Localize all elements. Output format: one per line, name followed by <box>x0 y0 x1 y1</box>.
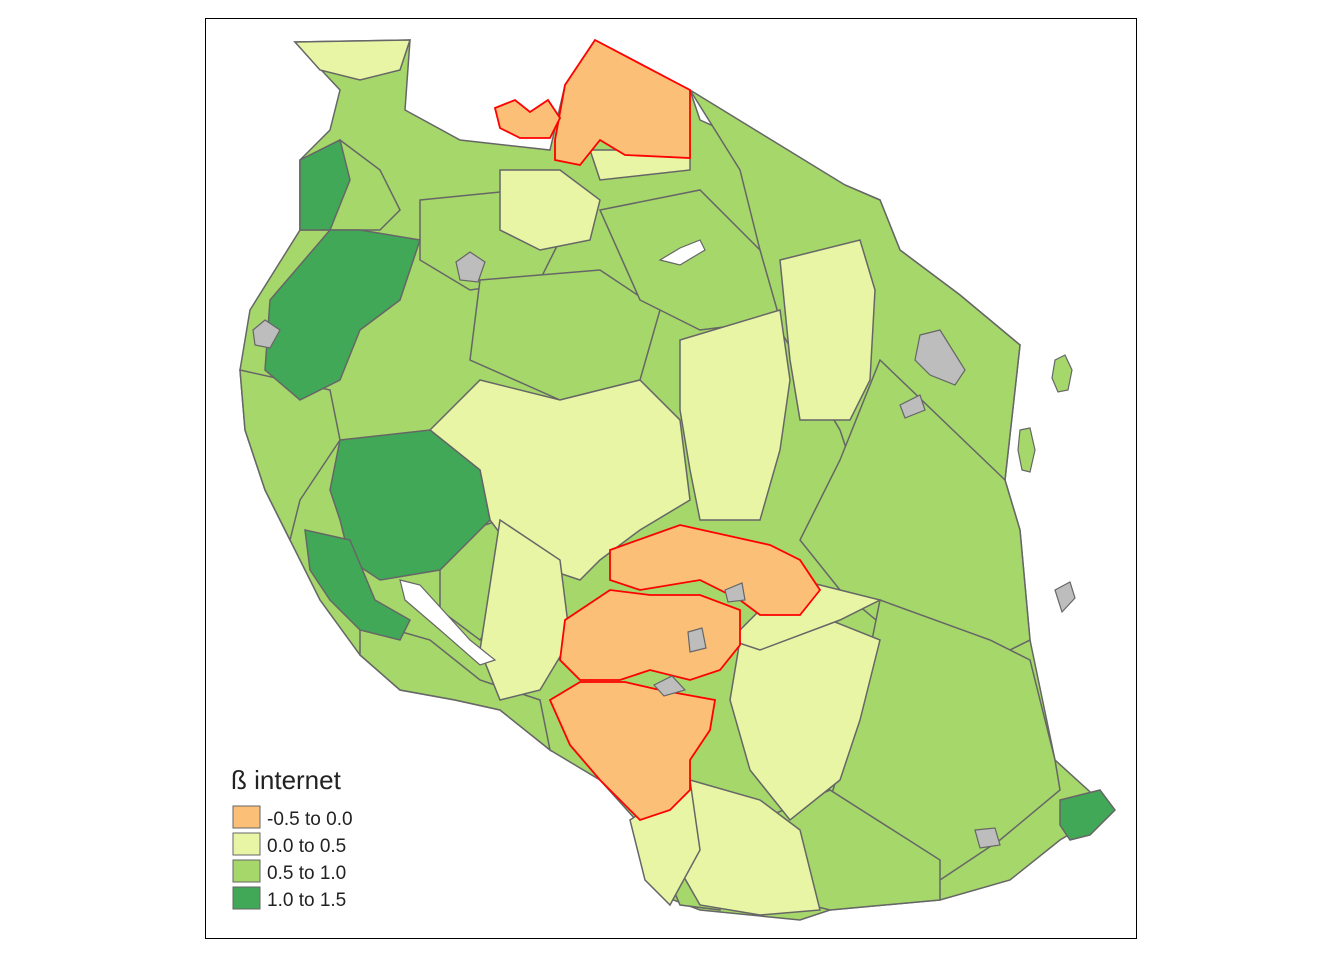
legend-swatch-mid <box>232 859 261 883</box>
region-kigoma-central <box>329 429 491 581</box>
region-kagera <box>299 138 351 231</box>
island-zanzibar <box>1017 427 1036 473</box>
island-pemba <box>1051 354 1073 393</box>
legend-swatch-low <box>232 832 261 856</box>
region-arusha-north <box>554 38 691 166</box>
regions-no-data <box>252 251 1001 849</box>
region-no-data-1 <box>455 251 486 283</box>
region-northwest-tip <box>293 39 412 81</box>
region-west-kigoma <box>239 369 341 543</box>
region-geita-west <box>264 229 421 401</box>
region-singida <box>679 309 791 521</box>
region-manyara <box>779 239 876 421</box>
region-no-data-6 <box>687 627 707 653</box>
island-mafia <box>1054 581 1076 614</box>
legend-label-low: 0.0 to 0.5 <box>267 836 346 857</box>
islands-and-lakes <box>399 239 1076 666</box>
region-morogoro-west <box>729 619 881 822</box>
region-no-data-4 <box>899 394 926 419</box>
region-iringa-north <box>609 524 822 616</box>
lake-manyara <box>658 239 706 266</box>
region-no-data-3 <box>914 329 966 386</box>
legend-label-mid: 0.5 to 1.0 <box>267 863 346 884</box>
legend: ß internet -0.5 to 0.0 0.0 to 0.5 0.5 to… <box>231 765 353 911</box>
legend-label-high: 1.0 to 1.5 <box>267 890 346 911</box>
region-katavi <box>304 529 411 641</box>
regions-class-high <box>264 138 1116 841</box>
legend-swatch-neg <box>232 805 261 829</box>
regions-class-mid <box>239 89 1061 911</box>
region-mbeya-central <box>559 589 741 681</box>
legend-swatch-high <box>232 886 261 910</box>
legend-label-neg: -0.5 to 0.0 <box>267 809 353 830</box>
regions-class-low <box>293 39 883 916</box>
region-mbeya-south <box>548 681 717 822</box>
region-southwest-edge <box>359 619 552 752</box>
region-no-data-7 <box>653 675 687 697</box>
lake-rukwa <box>399 579 497 666</box>
region-mtwara-tip <box>1059 789 1116 841</box>
region-no-data-2 <box>252 319 281 349</box>
region-shinyanga <box>499 169 601 251</box>
region-no-data-5 <box>724 582 746 603</box>
region-arusha-west-coast <box>493 98 562 139</box>
regions-class-neg <box>493 38 822 822</box>
region-no-data-8 <box>974 827 1001 849</box>
legend-title: ß internet <box>231 765 342 795</box>
